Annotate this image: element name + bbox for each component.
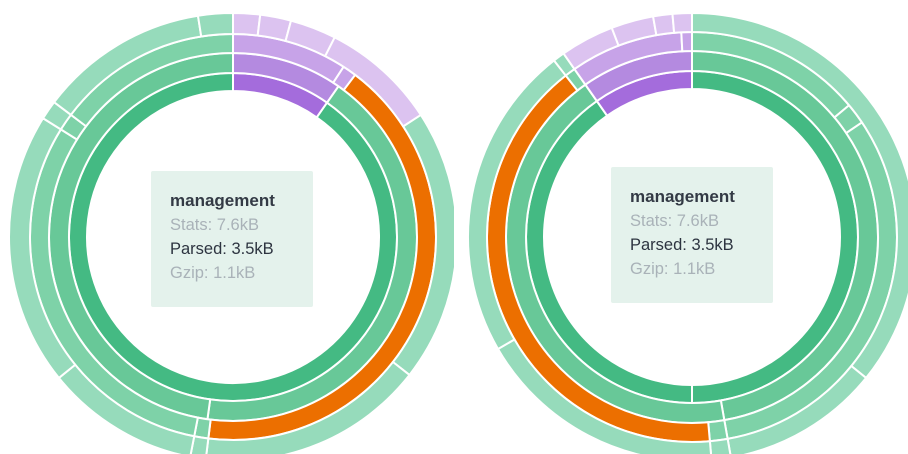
sunburst-chart-left: management Stats: 7.6kB Parsed: 3.5kB Gz… [8, 11, 454, 454]
tooltip-parsed: Parsed: 3.5kB [630, 236, 734, 254]
ring-4-segment-10[interactable] [671, 11, 693, 34]
ring-3-segment-4[interactable] [707, 419, 729, 443]
sunburst-svg-left [8, 11, 454, 454]
ring-3-segment-8[interactable] [680, 30, 693, 53]
tooltip-gzip: Gzip: 1.1kB [170, 264, 256, 282]
tooltip-stats: Stats: 7.6kB [170, 216, 259, 234]
tooltip-right: management Stats: 7.6kB Parsed: 3.5kB Gz… [611, 167, 773, 303]
ring-4-segment-1[interactable] [232, 11, 262, 37]
tooltip-title: management [170, 191, 275, 210]
tooltip-gzip: Gzip: 1.1kB [630, 260, 716, 278]
ring-4-segment-9[interactable] [651, 12, 676, 37]
tooltip-stats: Stats: 7.6kB [630, 212, 719, 230]
sunburst-chart-right: management Stats: 7.6kB Parsed: 3.5kB Gz… [454, 0, 908, 454]
ring-4-segment-12[interactable] [196, 11, 234, 38]
tooltip-parsed: Parsed: 3.5kB [170, 240, 274, 258]
tooltip-title: management [630, 187, 735, 206]
sunburst-svg-right [467, 11, 908, 454]
tooltip-left: management Stats: 7.6kB Parsed: 3.5kB Gz… [151, 171, 313, 307]
ring-4-segment-3[interactable] [708, 437, 732, 454]
